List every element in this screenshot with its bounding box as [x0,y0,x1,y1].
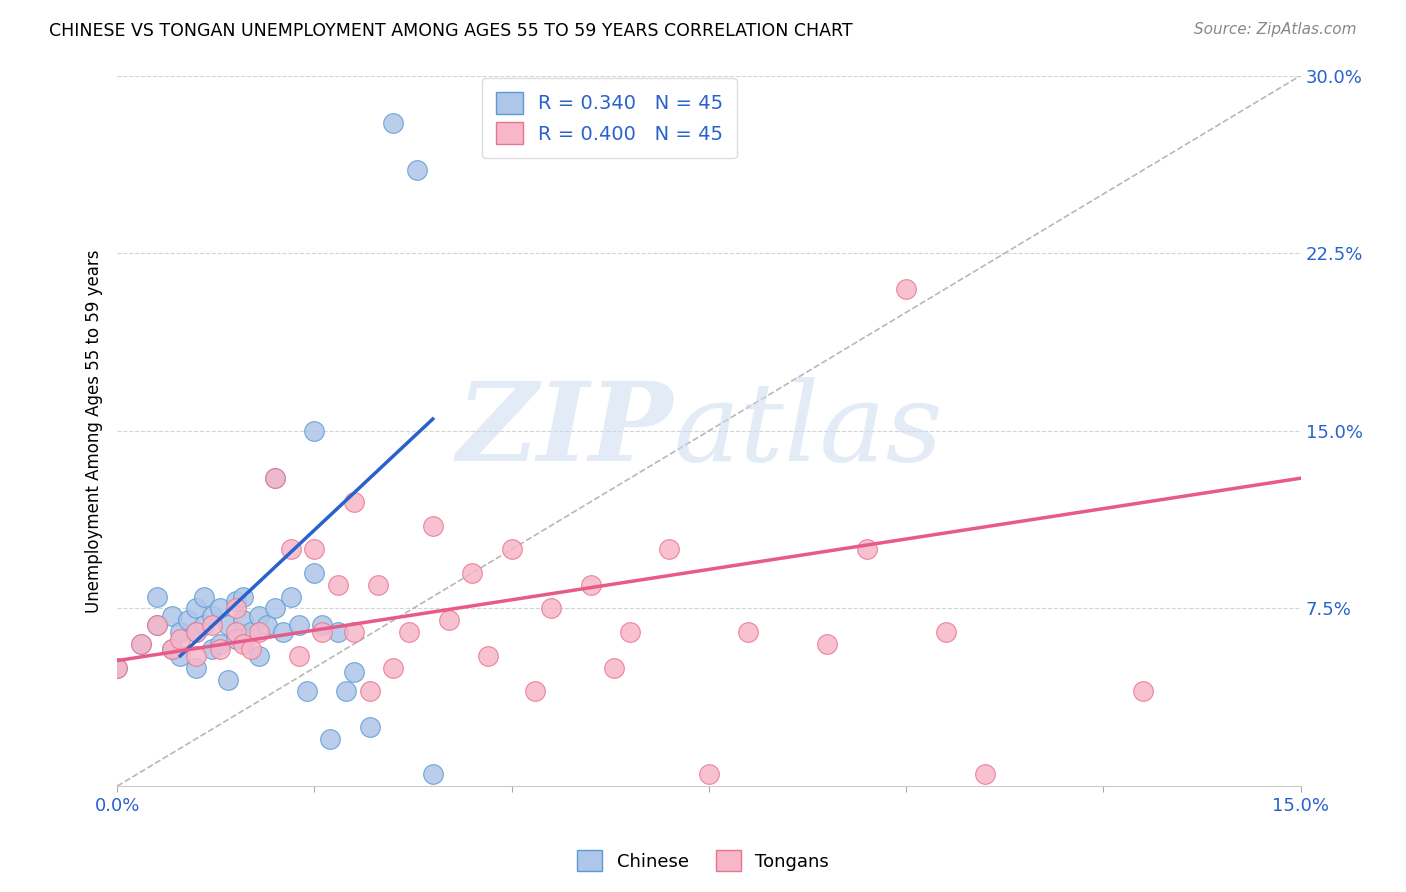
Point [619,625,641,640]
Point [1132,684,1154,698]
Point [184,625,207,640]
Point [225,594,247,608]
Point [319,731,342,746]
Text: atlas: atlas [673,377,943,484]
Text: CHINESE VS TONGAN UNEMPLOYMENT AMONG AGES 55 TO 59 YEARS CORRELATION CHART: CHINESE VS TONGAN UNEMPLOYMENT AMONG AGE… [49,22,853,40]
Point [264,471,287,485]
Point [935,625,957,640]
Point [105,661,128,675]
Point [184,661,207,675]
Point [855,542,877,557]
Point [247,608,270,623]
Point [343,495,366,509]
Point [169,648,191,663]
Point [603,661,626,675]
Point [422,767,444,781]
Point [145,618,167,632]
Point [304,542,326,557]
Point [311,618,333,632]
Point [208,637,231,651]
Point [343,625,366,640]
Point [240,641,263,656]
Point [264,471,287,485]
Point [193,618,215,632]
Point [304,424,326,438]
Point [280,542,302,557]
Point [382,661,405,675]
Point [184,601,207,615]
Point [437,613,460,627]
Point [184,625,207,640]
Point [201,608,224,623]
Point [256,618,278,632]
Point [398,625,420,640]
Point [264,601,287,615]
Text: ZIP: ZIP [457,377,673,484]
Point [232,613,254,627]
Point [359,720,381,734]
Legend: R = 0.340   N = 45, R = 0.400   N = 45: R = 0.340 N = 45, R = 0.400 N = 45 [482,78,737,158]
Point [326,578,349,592]
Point [359,684,381,698]
Point [295,684,318,698]
Y-axis label: Unemployment Among Ages 55 to 59 years: Unemployment Among Ages 55 to 59 years [86,249,103,613]
Point [193,590,215,604]
Point [461,566,484,580]
Point [477,648,499,663]
Point [247,648,270,663]
Point [287,618,309,632]
Point [367,578,389,592]
Point [105,661,128,675]
Point [225,625,247,640]
Point [225,632,247,647]
Point [145,590,167,604]
Point [894,282,917,296]
Point [162,641,184,656]
Point [201,618,224,632]
Point [815,637,838,651]
Point [382,116,405,130]
Point [501,542,523,557]
Point [579,578,602,592]
Point [240,625,263,640]
Point [169,625,191,640]
Point [232,590,254,604]
Point [162,608,184,623]
Point [974,767,997,781]
Point [162,641,184,656]
Point [129,637,152,651]
Point [208,601,231,615]
Point [201,641,224,656]
Point [287,648,309,663]
Point [737,625,759,640]
Point [524,684,547,698]
Point [271,625,294,640]
Point [406,163,429,178]
Point [129,637,152,651]
Point [232,637,254,651]
Point [422,518,444,533]
Point [169,632,191,647]
Legend: Chinese, Tongans: Chinese, Tongans [569,843,837,879]
Point [145,618,167,632]
Point [217,673,239,687]
Point [540,601,562,615]
Point [217,618,239,632]
Point [184,648,207,663]
Point [225,601,247,615]
Point [208,641,231,656]
Point [280,590,302,604]
Text: Source: ZipAtlas.com: Source: ZipAtlas.com [1194,22,1357,37]
Point [697,767,720,781]
Point [177,613,200,627]
Point [311,625,333,640]
Point [247,625,270,640]
Point [658,542,681,557]
Point [304,566,326,580]
Point [343,665,366,680]
Point [335,684,357,698]
Point [326,625,349,640]
